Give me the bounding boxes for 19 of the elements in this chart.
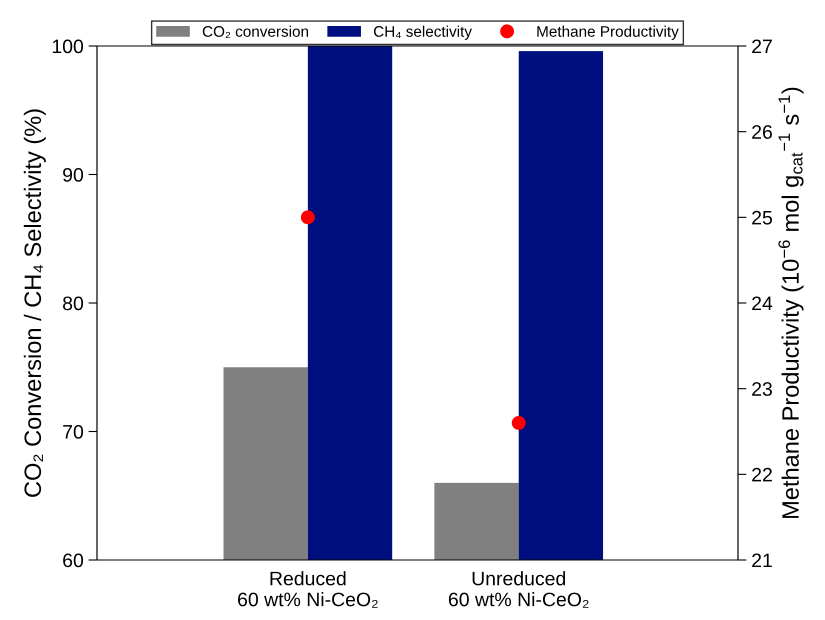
legend-label: CH₄ selectivity [374, 26, 472, 40]
y2-axis-title: Methane Productivity (10$^{−6}$ mol g$_{cat}$$^{−1}$ s$^{−1}$) [778, 88, 804, 518]
y-tick-label: 60 [63, 553, 84, 568]
x-tick-label: Unreduced 60 wt% Ni-CeO₂ [448, 571, 589, 608]
y2-tick-label: 21 [752, 553, 772, 568]
y-tick-label: 80 [63, 296, 84, 310]
x-tick-label: Reduced 60 wt% Ni-CeO₂ [238, 571, 378, 608]
y-tick-label: 90 [63, 168, 84, 182]
y2-tick-label: 24 [752, 296, 772, 310]
y2-tick-label: 27 [752, 39, 772, 54]
y2-tick-label: 23 [752, 382, 772, 396]
y-axis-title: CO₂ Conversion / CH₄ Selectivity (%) [24, 109, 46, 497]
y2-tick-label: 26 [752, 125, 772, 139]
y-tick-label: 70 [63, 424, 84, 439]
y2-tick-label: 22 [752, 468, 772, 482]
legend-label: Methane Productivity [537, 26, 679, 40]
legend-label: CO₂ conversion [202, 26, 308, 38]
y-tick-label: 100 [52, 39, 84, 54]
y2-tick-label: 25 [752, 210, 772, 225]
